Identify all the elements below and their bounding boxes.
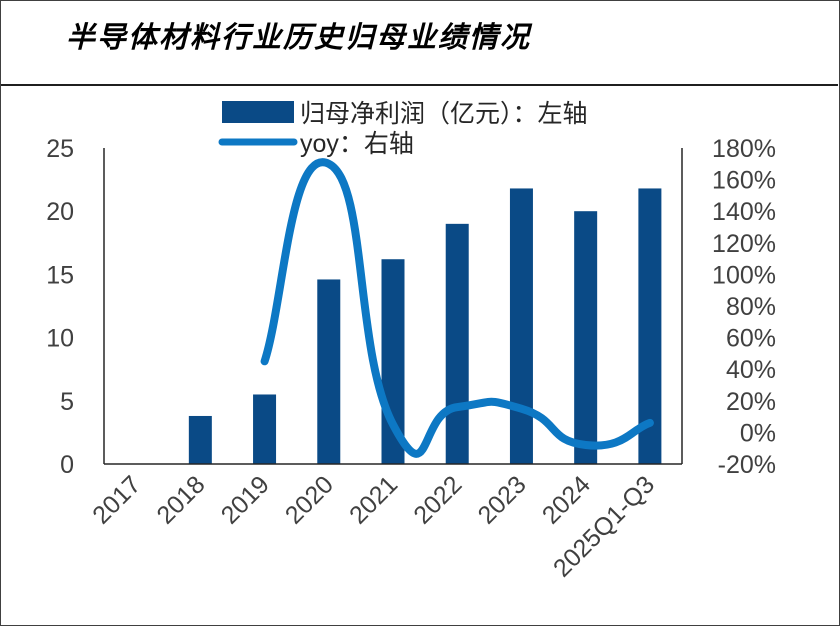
legend-bar-label: 归母净利润（亿元）：左轴 <box>300 100 588 128</box>
y-right-tick: 120% <box>712 230 776 258</box>
x-tick: 2017 <box>87 470 146 529</box>
axes <box>103 148 683 465</box>
bars <box>188 188 662 464</box>
x-tick: 2021 <box>344 470 403 529</box>
bar-2022 <box>445 223 469 464</box>
chart-title: 半导体材料行业历史归母业绩情况 <box>66 20 532 54</box>
y-left-tick: 25 <box>46 135 74 163</box>
bar-2018 <box>188 415 212 464</box>
y-right-tick: 160% <box>712 167 776 195</box>
y-right-tick: -20% <box>718 451 776 479</box>
x-tick: 2018 <box>151 470 210 529</box>
y-right-tick: 20% <box>726 388 776 416</box>
bar-2025Q1-Q3 <box>638 188 662 464</box>
x-tick: 2023 <box>473 470 532 529</box>
bar-2024 <box>574 211 598 464</box>
yoy-line <box>260 158 654 458</box>
x-tick: 2019 <box>216 470 275 529</box>
y-left-tick: 15 <box>46 261 74 289</box>
bar-2020 <box>317 279 341 464</box>
y-right-tick: 80% <box>726 293 776 321</box>
bar-2019 <box>253 394 277 464</box>
y-right-tick-labels: -20% 0% 20% 40% 60% 80% 100% 120% 140% 160% 180% <box>712 135 776 479</box>
x-tick-labels: 2017 2018 2019 2020 2021 2022 2023 20242025Q1-Q… <box>87 470 660 582</box>
y-left-tick: 20 <box>46 198 74 226</box>
y-left-tick-labels: 0 5 10 15 20 25 <box>46 135 74 479</box>
y-right-tick: 0% <box>740 419 776 447</box>
y-right-tick: 40% <box>726 356 776 384</box>
legend-bar-swatch <box>222 101 294 123</box>
x-tick: 2022 <box>408 470 467 529</box>
y-right-tick: 100% <box>712 261 776 289</box>
legend: 归母净利润（亿元）：左轴 yoy：右轴 <box>218 100 588 158</box>
bar-2023 <box>509 188 533 464</box>
y-right-tick: 180% <box>712 135 776 163</box>
x-tick: 2020 <box>280 470 339 529</box>
y-left-tick: 5 <box>60 388 74 416</box>
title-divider <box>1 84 838 86</box>
y-right-tick: 60% <box>726 325 776 353</box>
legend-line-label: yoy：右轴 <box>300 130 414 158</box>
y-right-tick: 140% <box>712 198 776 226</box>
y-left-tick: 0 <box>60 451 74 479</box>
y-left-tick: 10 <box>46 325 74 353</box>
x-tick: 2024 <box>537 470 596 529</box>
